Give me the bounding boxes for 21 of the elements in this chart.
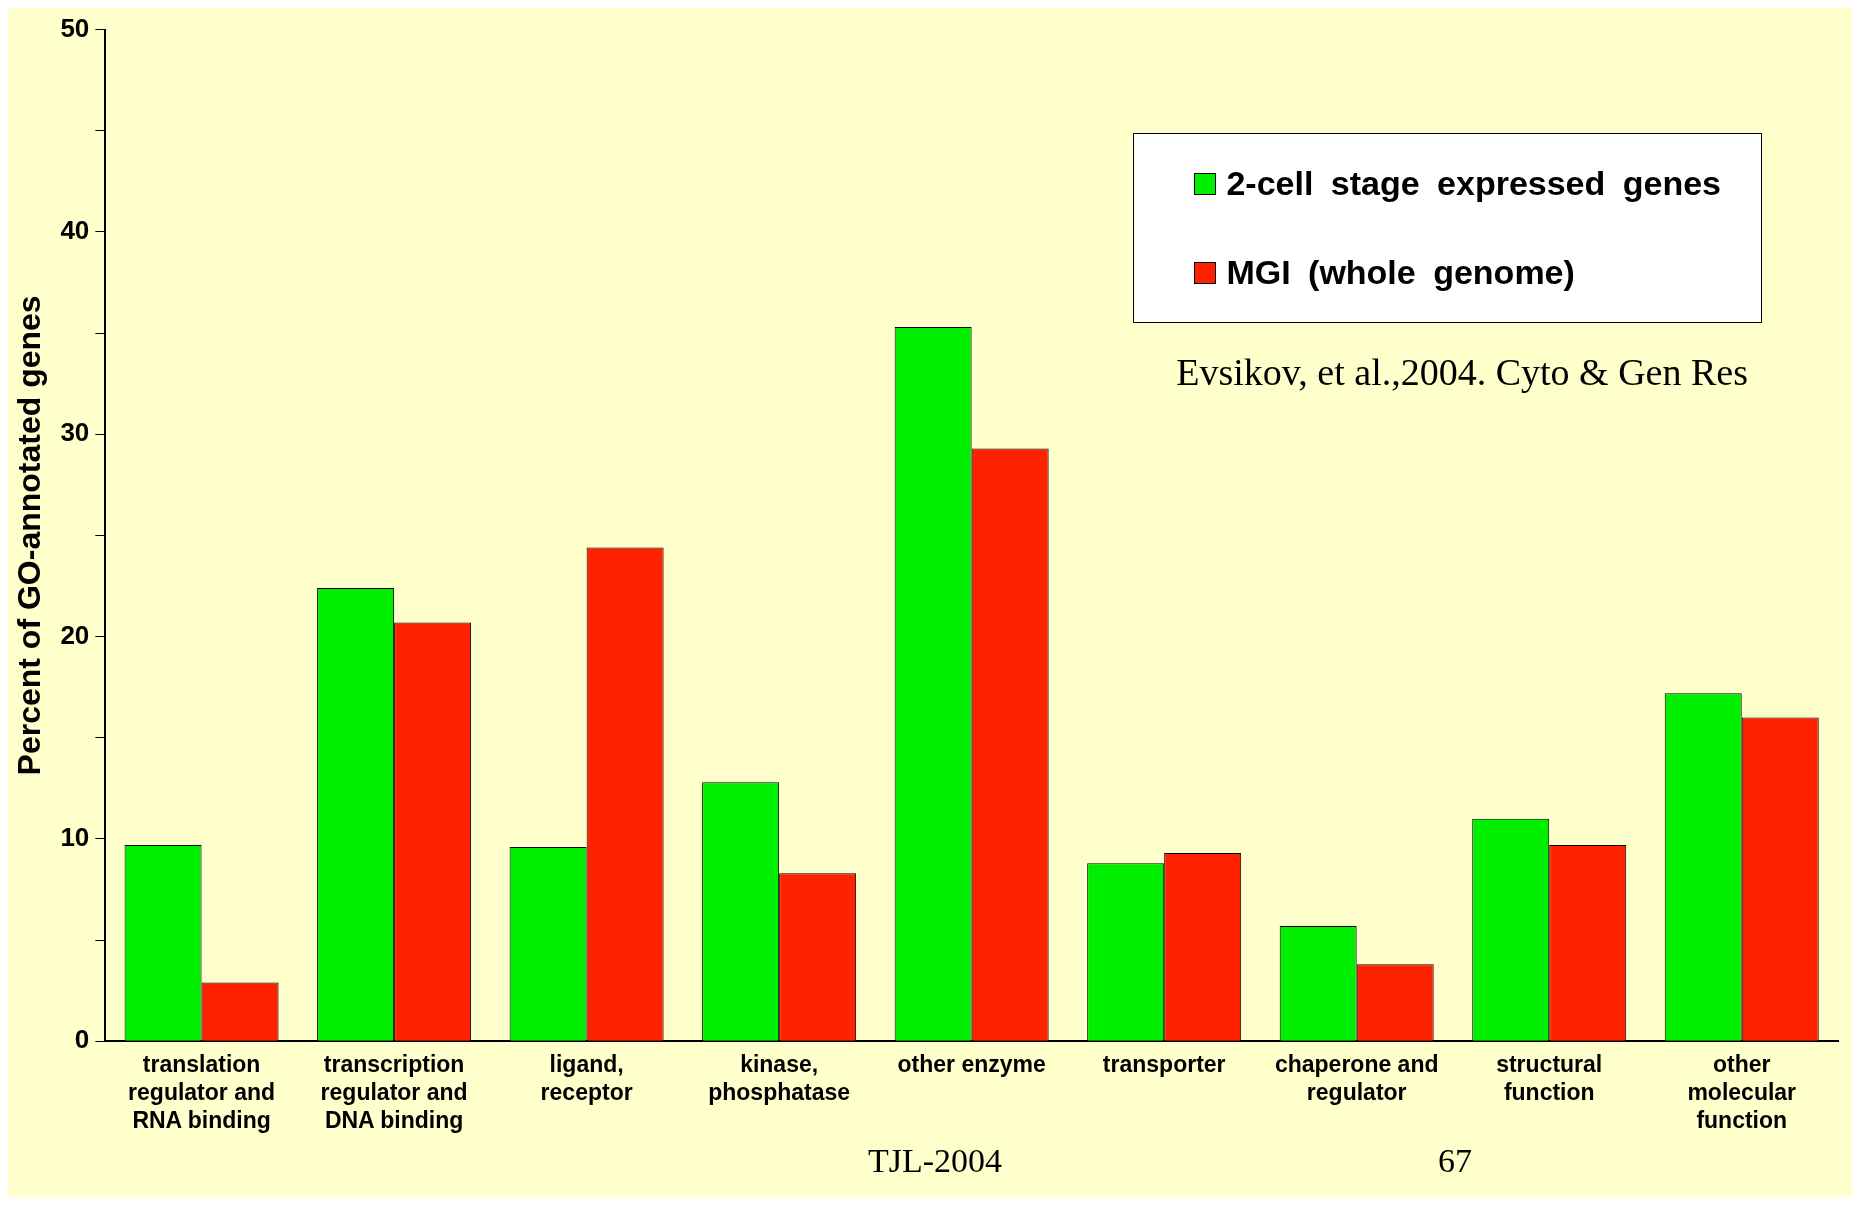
x-tick-label: kinase, phosphatase [708, 1051, 851, 1105]
x-tick-label: transporter [1102, 1051, 1226, 1078]
x-tick-label: other enzyme [897, 1051, 1046, 1078]
x-tick-label: other molecular function [1687, 1051, 1797, 1133]
text: 67 [1438, 1142, 1472, 1180]
x-tick-label: structural function [1496, 1051, 1603, 1105]
y-tick-label: 10 [60, 822, 90, 853]
text: TJL-2004 [868, 1142, 1003, 1180]
y-tick-label: 40 [60, 215, 90, 246]
x-tick-label: transcription regulator and DNA binding [320, 1051, 468, 1133]
y-tick-label: 30 [60, 417, 90, 448]
x-tick-label: chaperone and regulator [1274, 1051, 1439, 1105]
y-tick-label: 0 [74, 1024, 90, 1055]
legend-label: MGI (whole genome) [1226, 253, 1575, 292]
annotation: Evsikov, et al.,2004. Cyto & Gen Res [1176, 350, 1748, 393]
x-tick-label: translation regulator and RNA binding [128, 1051, 276, 1133]
y-axis-title: Percent of GO-annotated genes [11, 295, 48, 776]
legend-label: 2-cell stage expressed genes [1226, 164, 1721, 203]
y-tick-label: 20 [60, 619, 90, 650]
x-tick-label: ligand, receptor [540, 1051, 633, 1105]
y-tick-label: 50 [60, 12, 90, 43]
